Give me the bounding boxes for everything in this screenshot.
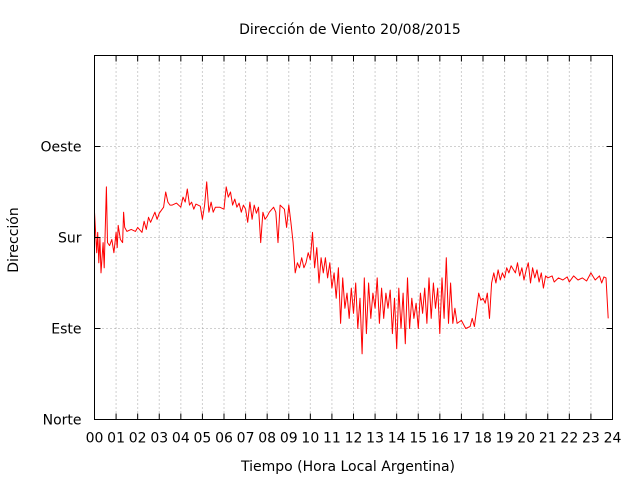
y-tick-label: Sur [58, 231, 82, 247]
y-tick-label: Oeste [40, 140, 81, 156]
chart-title: Dirección de Viento 20/08/2015 [239, 22, 461, 38]
x-axis-ticks: 00 01 02 03 04 05 06 07 08 09 10 11 12 13 14 15 16 17 18 19… [86, 55, 622, 447]
x-tick-label: 14 [388, 431, 406, 447]
x-tick-label: 06 [215, 431, 233, 447]
x-tick-label: 03 [150, 431, 168, 447]
wind-direction-series-line [94, 181, 609, 355]
x-tick-label: 17 [453, 431, 471, 447]
x-tick-label: 15 [409, 431, 427, 447]
x-tick-label: 13 [366, 431, 384, 447]
x-tick-label: 18 [474, 431, 492, 447]
x-tick-label: 02 [129, 431, 147, 447]
x-tick-label: 04 [172, 431, 190, 447]
y-axis-ticks: Norte Este Sur Oeste [40, 140, 613, 429]
x-tick-label: 01 [107, 431, 125, 447]
x-tick-label: 11 [323, 431, 341, 447]
x-tick-label: 10 [301, 431, 319, 447]
y-axis-label: Dirección [6, 207, 22, 272]
x-tick-label: 21 [539, 431, 557, 447]
x-axis-label: Tiempo (Hora Local Argentina) [240, 459, 455, 475]
y-tick-label: Este [51, 322, 81, 338]
x-tick-label: 09 [280, 431, 298, 447]
y-tick-label: Norte [43, 413, 82, 429]
x-tick-label: 20 [517, 431, 535, 447]
grid-lines [94, 55, 613, 420]
x-tick-label: 16 [431, 431, 449, 447]
x-tick-label: 23 [582, 431, 600, 447]
x-tick-label: 19 [496, 431, 514, 447]
x-tick-label: 08 [258, 431, 276, 447]
x-tick-label: 07 [237, 431, 255, 447]
x-tick-label: 22 [560, 431, 578, 447]
x-tick-label: 00 [86, 431, 104, 447]
x-tick-label: 24 [604, 431, 622, 447]
series-layer [94, 181, 609, 355]
x-tick-label: 12 [345, 431, 363, 447]
x-tick-label: 05 [194, 431, 212, 447]
